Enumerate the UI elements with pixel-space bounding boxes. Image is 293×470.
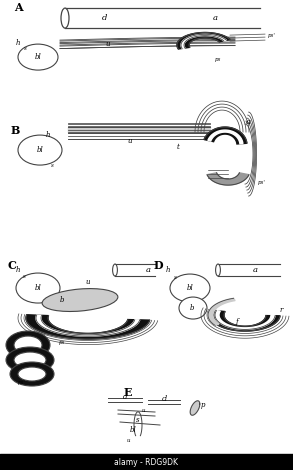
- Ellipse shape: [14, 336, 42, 354]
- Polygon shape: [208, 130, 243, 144]
- Ellipse shape: [42, 289, 118, 312]
- Text: bl: bl: [187, 284, 193, 292]
- Text: u: u: [106, 40, 110, 48]
- Text: h: h: [16, 39, 20, 47]
- Text: a: a: [146, 266, 151, 274]
- Text: s: s: [136, 416, 140, 424]
- Polygon shape: [181, 34, 226, 48]
- Ellipse shape: [10, 362, 54, 386]
- Text: ps': ps': [18, 379, 26, 384]
- Text: bl: bl: [37, 146, 43, 154]
- Text: bl: bl: [130, 426, 136, 434]
- Text: u: u: [141, 407, 145, 413]
- Text: A: A: [14, 1, 22, 13]
- Polygon shape: [134, 412, 142, 436]
- Text: h: h: [46, 131, 50, 139]
- Polygon shape: [26, 315, 150, 339]
- Text: a: a: [246, 118, 251, 126]
- Text: u: u: [126, 438, 130, 443]
- Ellipse shape: [170, 274, 210, 302]
- Text: ps': ps': [258, 180, 266, 185]
- Ellipse shape: [216, 264, 220, 276]
- Text: bl: bl: [35, 53, 41, 61]
- Text: a: a: [212, 14, 217, 22]
- Ellipse shape: [16, 273, 60, 303]
- Polygon shape: [210, 310, 280, 331]
- Text: ps: ps: [215, 56, 221, 62]
- Polygon shape: [177, 32, 230, 49]
- Ellipse shape: [18, 44, 58, 70]
- Ellipse shape: [6, 331, 50, 359]
- Text: s: s: [51, 163, 53, 168]
- Text: f: f: [236, 318, 238, 326]
- Text: D: D: [153, 259, 163, 271]
- Text: u: u: [128, 137, 132, 145]
- Polygon shape: [207, 173, 249, 185]
- Ellipse shape: [14, 352, 46, 368]
- Text: u: u: [86, 278, 90, 286]
- Ellipse shape: [18, 367, 46, 381]
- Text: a: a: [253, 266, 258, 274]
- Text: E: E: [124, 386, 132, 398]
- Text: s: s: [23, 46, 26, 51]
- Text: d: d: [123, 393, 127, 401]
- Polygon shape: [215, 311, 275, 329]
- Text: B: B: [10, 125, 20, 135]
- Polygon shape: [36, 315, 140, 336]
- Text: d: d: [102, 14, 108, 22]
- Ellipse shape: [6, 347, 54, 373]
- Text: cl: cl: [162, 395, 168, 403]
- Text: alamy - RDG9DK: alamy - RDG9DK: [114, 457, 178, 467]
- Polygon shape: [204, 127, 247, 144]
- Ellipse shape: [179, 297, 207, 319]
- Text: s: s: [173, 274, 176, 280]
- Text: h: h: [16, 266, 20, 274]
- Text: b: b: [190, 304, 194, 312]
- Text: ps: ps: [59, 339, 65, 345]
- Text: bl: bl: [35, 284, 41, 292]
- Ellipse shape: [113, 264, 117, 276]
- Text: r: r: [279, 306, 283, 314]
- Ellipse shape: [61, 8, 69, 28]
- Text: b: b: [60, 296, 64, 304]
- Polygon shape: [190, 401, 200, 415]
- Text: h: h: [166, 266, 170, 274]
- Text: s: s: [23, 274, 25, 279]
- Text: C: C: [8, 259, 16, 271]
- Text: ps': ps': [268, 32, 276, 38]
- Text: p: p: [201, 401, 205, 409]
- Ellipse shape: [18, 135, 62, 165]
- Text: t: t: [177, 143, 179, 151]
- Polygon shape: [208, 298, 235, 325]
